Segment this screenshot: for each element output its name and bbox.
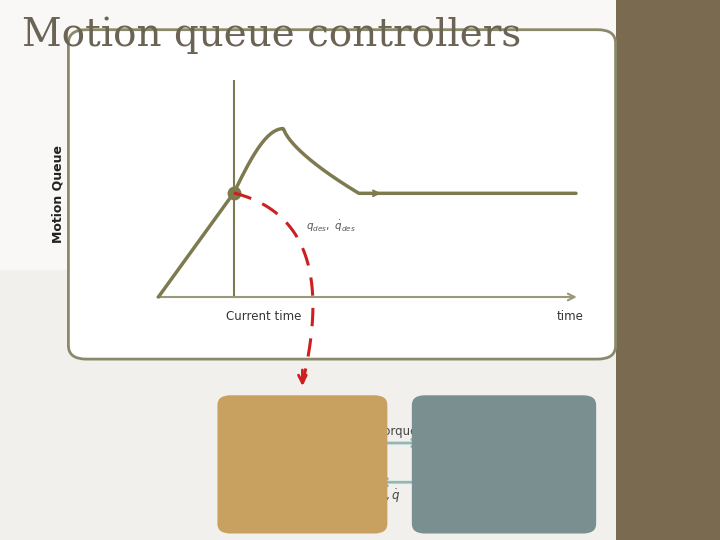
Text: time: time <box>557 310 583 323</box>
Text: Motion queue controllers: Motion queue controllers <box>22 16 521 53</box>
Text: Torque: Torque <box>378 424 418 437</box>
Text: $q_{des},\ \dot{q}_{des}$: $q_{des},\ \dot{q}_{des}$ <box>306 219 356 234</box>
FancyBboxPatch shape <box>217 395 387 534</box>
FancyBboxPatch shape <box>412 395 596 534</box>
Text: Motion Queue: Motion Queue <box>51 145 64 244</box>
Text: PID
Controller: PID Controller <box>259 447 346 482</box>
Bar <box>616 0 720 540</box>
Text: $q, \dot{q}$: $q, \dot{q}$ <box>378 488 400 505</box>
Bar <box>0 0 616 270</box>
Text: Current time: Current time <box>226 310 302 323</box>
FancyBboxPatch shape <box>68 30 616 359</box>
Text: Robot: Robot <box>474 455 534 474</box>
